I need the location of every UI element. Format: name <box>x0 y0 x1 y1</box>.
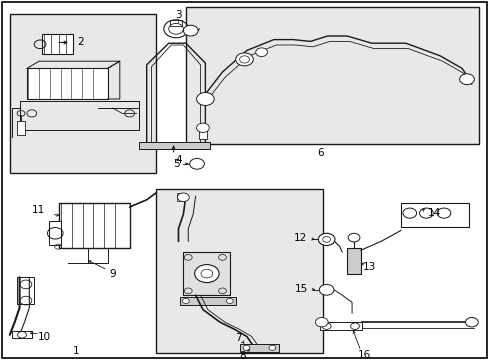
Text: 8: 8 <box>239 351 246 360</box>
Circle shape <box>194 265 219 283</box>
Text: 10: 10 <box>38 332 50 342</box>
Bar <box>156 189 322 353</box>
Text: 13: 13 <box>362 262 375 272</box>
Bar <box>400 203 468 227</box>
Bar <box>27 68 107 99</box>
Text: 4: 4 <box>175 155 182 165</box>
Circle shape <box>243 345 249 350</box>
Circle shape <box>318 233 334 246</box>
Circle shape <box>183 25 198 36</box>
Text: 9: 9 <box>109 269 116 279</box>
Circle shape <box>239 56 249 63</box>
Bar <box>10 14 156 173</box>
Bar <box>59 203 129 248</box>
Bar <box>320 322 361 330</box>
Bar <box>239 344 278 352</box>
Bar <box>170 20 182 26</box>
Circle shape <box>465 318 477 327</box>
Circle shape <box>235 53 253 66</box>
Bar <box>17 277 34 304</box>
Text: 14: 14 <box>427 208 440 218</box>
Text: 1: 1 <box>72 346 79 356</box>
Circle shape <box>459 74 473 85</box>
Text: 11: 11 <box>32 204 45 215</box>
Circle shape <box>196 93 214 105</box>
Bar <box>183 252 229 295</box>
Text: 16: 16 <box>357 350 370 360</box>
Text: 6: 6 <box>316 148 323 158</box>
Circle shape <box>189 158 204 169</box>
Bar <box>17 121 25 135</box>
Circle shape <box>268 345 275 350</box>
Circle shape <box>177 193 189 202</box>
Circle shape <box>319 284 333 295</box>
Bar <box>41 34 73 54</box>
Circle shape <box>226 298 233 303</box>
Bar <box>180 297 236 305</box>
Text: 12: 12 <box>293 233 306 243</box>
Bar <box>346 248 360 274</box>
Circle shape <box>196 123 209 132</box>
Text: 3: 3 <box>175 10 182 20</box>
Circle shape <box>347 233 359 242</box>
Bar <box>12 331 32 338</box>
Circle shape <box>322 237 330 242</box>
Text: 2: 2 <box>77 37 84 48</box>
Bar <box>185 7 478 144</box>
Bar <box>199 130 206 139</box>
Bar <box>49 221 61 245</box>
Text: 5: 5 <box>173 159 180 169</box>
Text: 15: 15 <box>294 284 307 294</box>
Text: 7: 7 <box>234 333 241 343</box>
Circle shape <box>182 298 189 303</box>
Bar <box>139 142 210 149</box>
Circle shape <box>201 269 212 278</box>
Circle shape <box>255 48 267 57</box>
Bar <box>177 193 184 201</box>
Circle shape <box>315 318 327 327</box>
